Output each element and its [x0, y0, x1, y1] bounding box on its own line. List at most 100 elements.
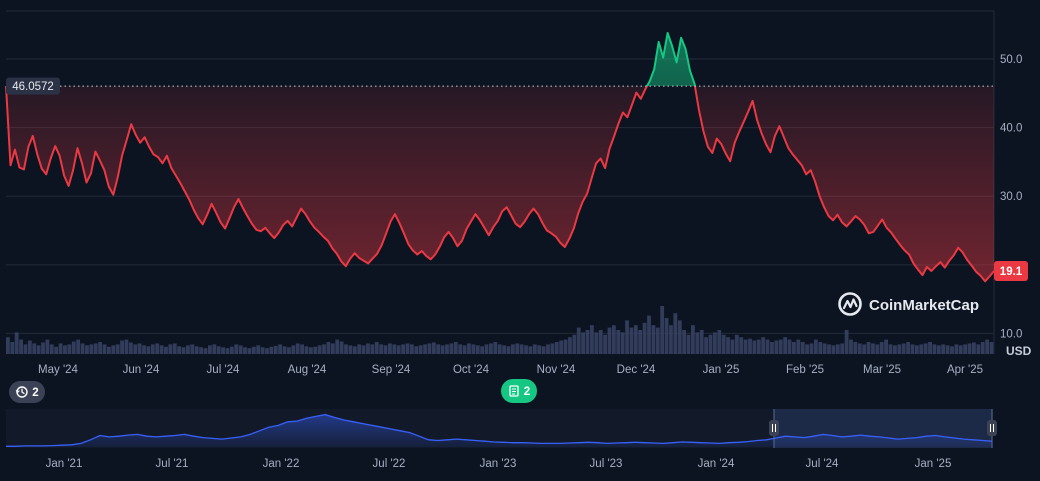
volume-bar: [893, 345, 897, 354]
volume-bar: [348, 345, 353, 354]
volume-bar: [664, 318, 669, 354]
volume-bar: [831, 345, 836, 354]
volume-bar: [41, 342, 45, 354]
navigator-x-tick-label: Jul '23: [590, 458, 623, 470]
volume-bar: [603, 334, 607, 354]
volume-bar: [221, 347, 225, 354]
volume-bar: [568, 337, 572, 354]
volume-bar: [708, 334, 713, 354]
volume-bar: [260, 347, 265, 354]
volume-bar: [691, 325, 695, 354]
volume-bar: [322, 344, 326, 354]
navigator-left-handle[interactable]: [769, 420, 779, 436]
x-tick-label: Dec '24: [617, 364, 656, 376]
navigator-right-handle[interactable]: [987, 420, 997, 436]
volume-bar: [199, 347, 203, 354]
volume-bar: [93, 343, 98, 354]
volume-bar: [581, 332, 586, 354]
volume-bar: [546, 344, 550, 354]
volume-bar: [642, 322, 647, 354]
volume-bar: [537, 345, 542, 354]
volume-bar: [414, 346, 419, 354]
volume-bar: [879, 342, 884, 354]
volume-bar: [809, 343, 814, 354]
overview-navigator[interactable]: [6, 409, 997, 448]
volume-bar: [717, 330, 722, 354]
volume-bar: [906, 342, 910, 354]
volume-bar: [23, 344, 28, 354]
volume-bar: [875, 344, 880, 354]
volume-bar: [726, 337, 730, 354]
volume-bar: [190, 344, 195, 354]
news-badge[interactable]: 2: [501, 379, 537, 403]
volume-bar: [458, 344, 463, 354]
volume-bar: [6, 337, 10, 354]
volume-bar: [71, 341, 76, 354]
volume-bar: [770, 342, 774, 354]
volume-bar: [317, 345, 322, 354]
volume-bar: [673, 313, 678, 354]
volume-bar: [743, 339, 748, 354]
navigator-area: [6, 414, 992, 447]
volume-bar: [849, 339, 853, 354]
x-tick-label: Mar '25: [863, 364, 901, 376]
volume-bar: [954, 344, 959, 354]
volume-bar: [489, 343, 493, 354]
volume-bar: [177, 346, 182, 354]
volume-bar: [884, 339, 889, 354]
volume-bar: [133, 344, 138, 354]
volume-bar: [585, 330, 590, 354]
volume-bar: [963, 344, 968, 354]
volume-bar: [519, 344, 524, 354]
volume-bar: [576, 327, 581, 354]
volume-bar: [304, 346, 309, 354]
volume-bar: [607, 327, 612, 354]
volume-bar: [453, 342, 458, 354]
volume-bar: [901, 343, 906, 354]
volume-bar: [818, 342, 823, 354]
volume-bar: [805, 344, 809, 354]
volume-bar: [335, 339, 340, 354]
volume-bar: [238, 345, 243, 354]
volume-bar: [326, 342, 331, 354]
volume-bar: [409, 344, 414, 354]
volume-bar: [229, 346, 234, 354]
volume-bar: [308, 347, 313, 354]
x-tick-label: May '24: [38, 364, 79, 376]
volume-bar: [102, 344, 107, 354]
navigator-x-tick-label: Jan '25: [915, 458, 952, 470]
volume-bar: [945, 345, 950, 354]
navigator-x-tick-label: Jan '21: [46, 458, 83, 470]
volume-bar: [721, 334, 726, 354]
x-tick-label: Sep '24: [372, 364, 411, 376]
volume-bar: [159, 345, 164, 354]
volume-bar: [554, 342, 559, 354]
volume-bar: [625, 320, 629, 354]
volume-bar: [49, 344, 54, 354]
volume-bar: [765, 339, 770, 354]
events-badge[interactable]: 2: [9, 381, 45, 403]
volume-bar: [203, 348, 208, 354]
volume-bar: [357, 344, 362, 354]
volume-bar: [616, 330, 621, 354]
volume-bar: [471, 344, 476, 354]
volume-bar: [967, 343, 972, 354]
volume-bar: [418, 345, 423, 354]
x-axis-ticks: May '24 Jun '24 Jul '24 Aug '24 Sep '24 Oct '…: [38, 364, 983, 376]
volume-bar: [638, 330, 643, 354]
volume-bar: [541, 346, 546, 354]
volume-bar: [115, 344, 120, 354]
volume-bar: [300, 344, 304, 354]
volume-bar: [379, 344, 384, 354]
volume-bar: [985, 339, 990, 354]
volume-bar: [633, 325, 638, 354]
volume-bar: [669, 325, 673, 354]
navigator-x-axis-ticks: Jan '21 Jul '21 Jan '22 Jul '22 Jan '23 Jul '…: [46, 458, 952, 470]
volume-bar: [111, 345, 116, 354]
volume-bar: [647, 315, 651, 354]
volume-bar: [655, 327, 660, 354]
volume-bar: [440, 345, 445, 354]
volume-bars: [6, 306, 994, 354]
x-tick-label: Apr '25: [947, 364, 983, 376]
